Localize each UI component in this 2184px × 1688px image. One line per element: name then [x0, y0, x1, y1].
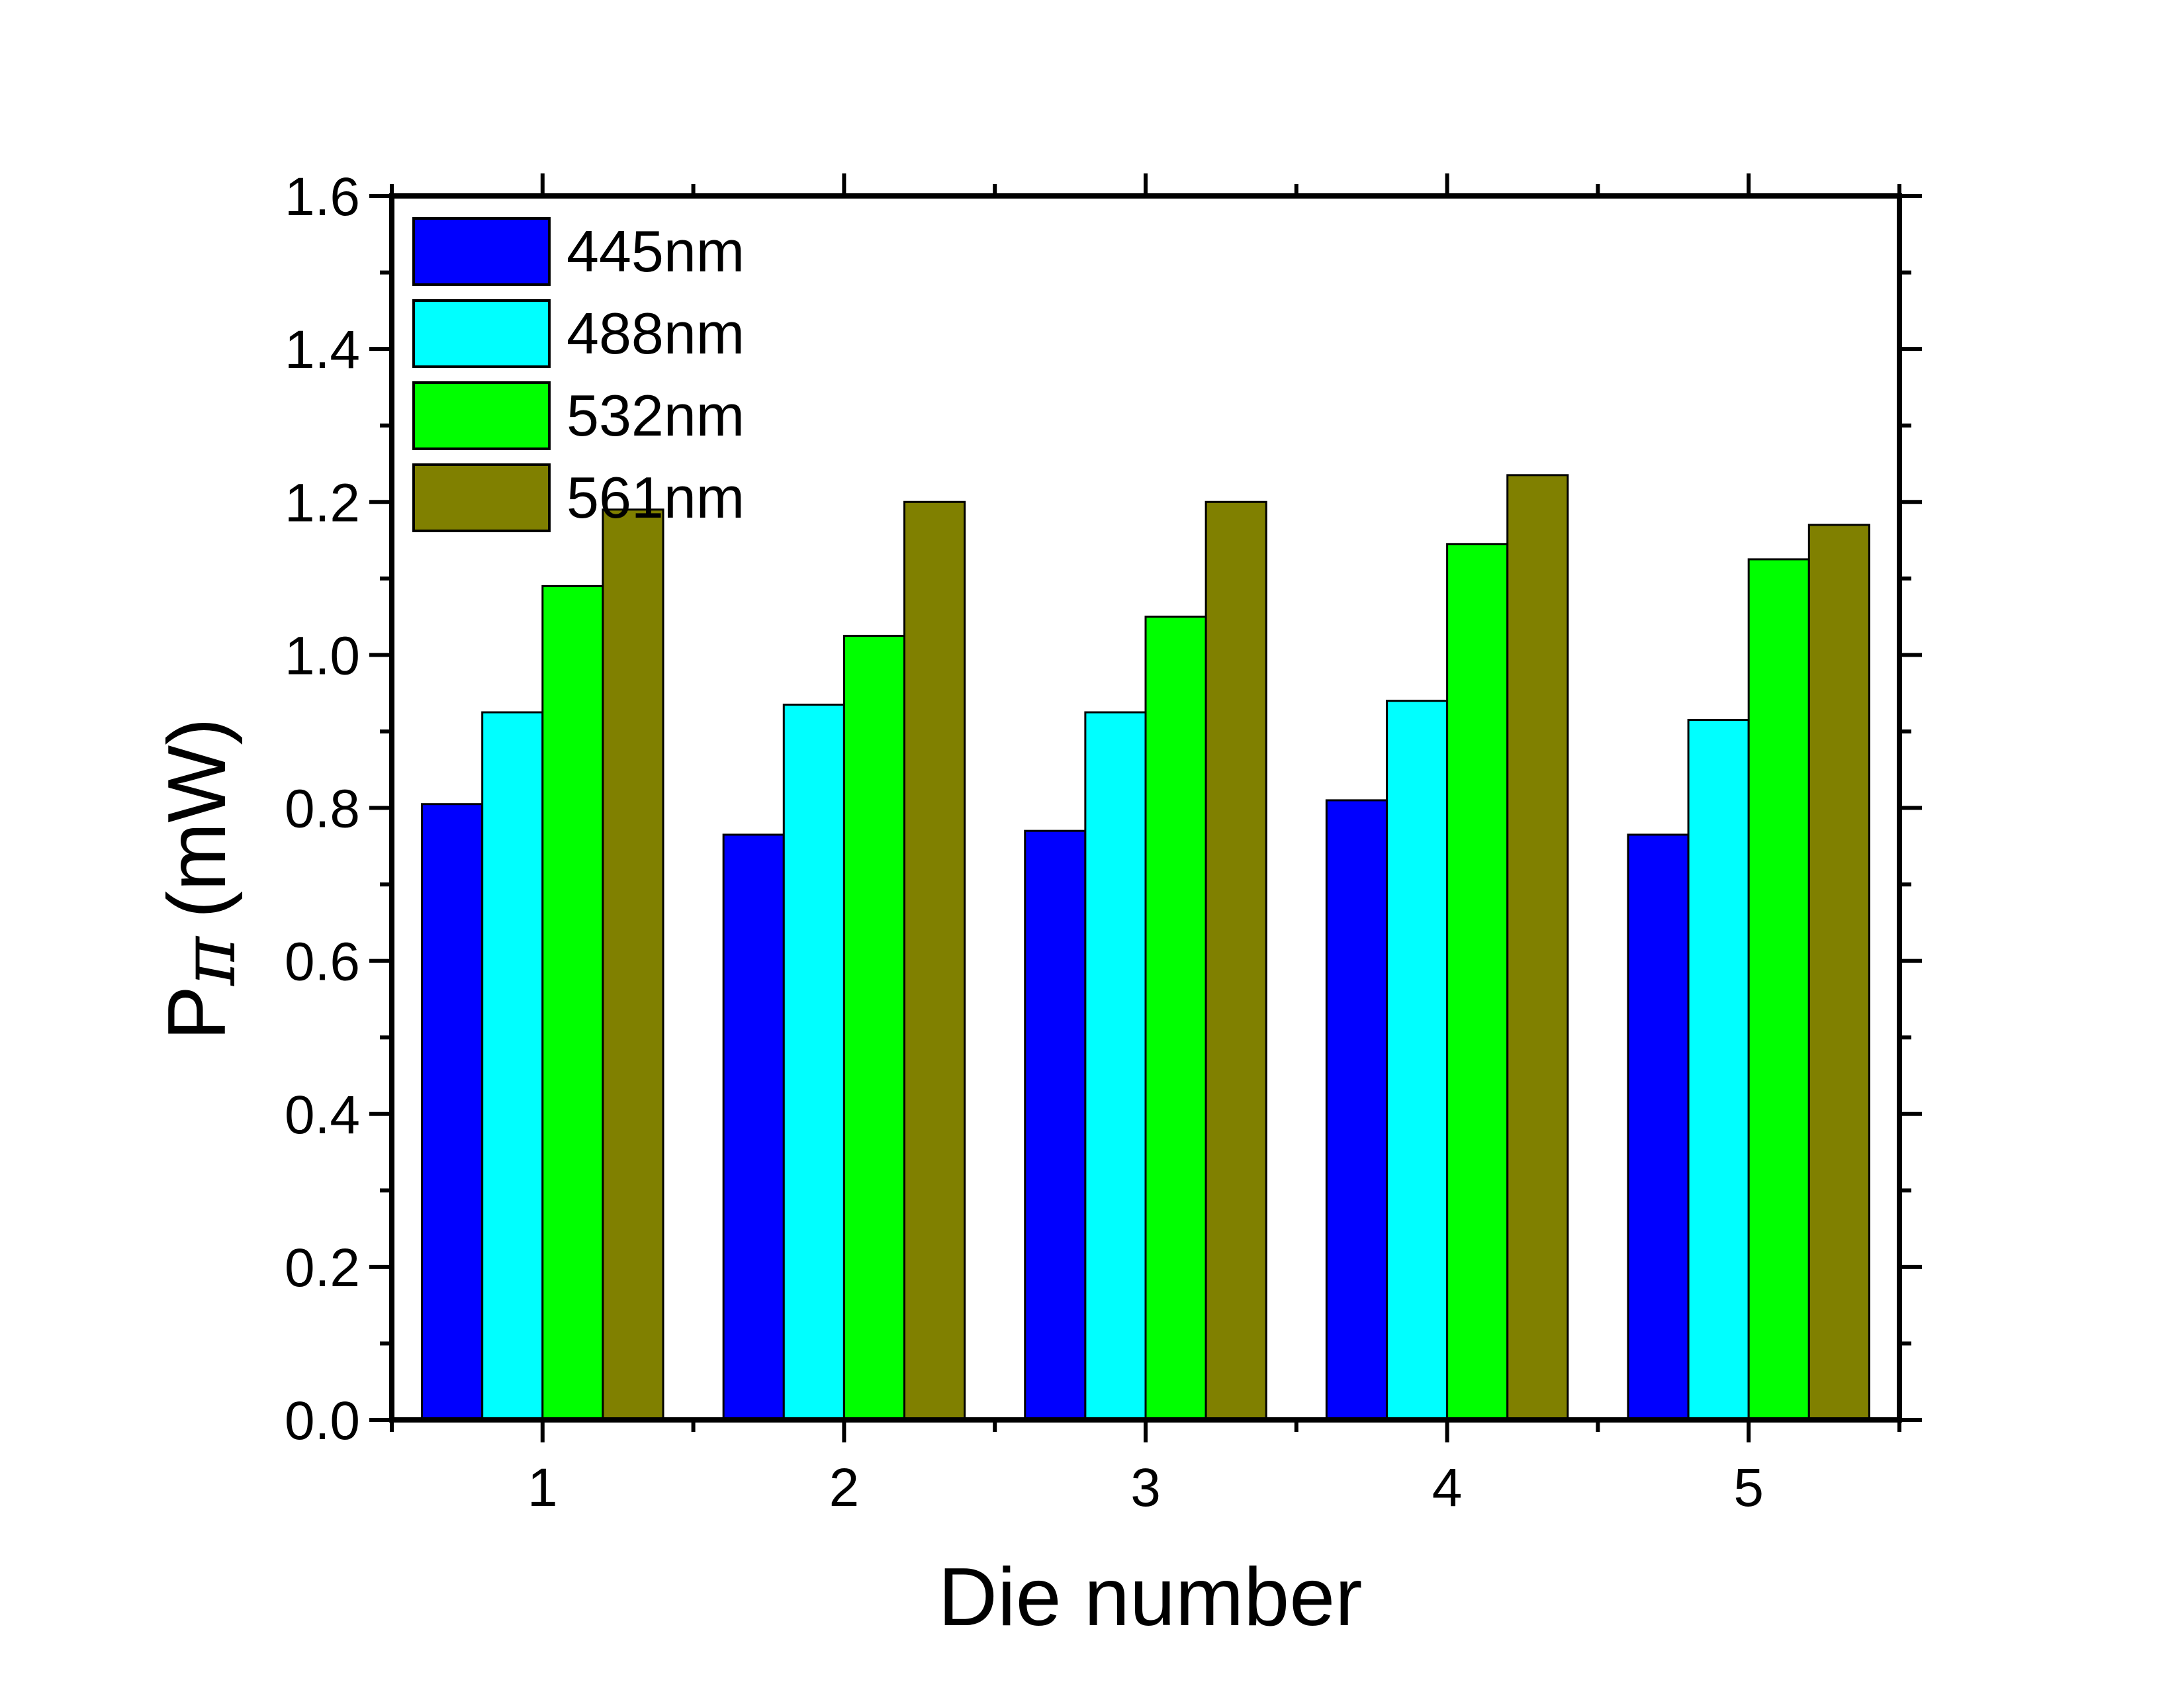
- bar-532nm-die-5: [1747, 558, 1810, 1421]
- legend-label: 561nm: [567, 465, 745, 530]
- bar-group: [421, 474, 1870, 1421]
- legend-label: 488nm: [567, 301, 745, 366]
- bar-445nm-die-3: [1024, 829, 1087, 1421]
- bar-561nm-die-1: [602, 508, 664, 1421]
- y-axis-label-unit: (mW): [152, 718, 243, 918]
- legend-swatch: [412, 381, 551, 450]
- y-tick-label: 0.8: [285, 779, 360, 839]
- y-tick-label: 1.4: [285, 320, 360, 380]
- bar-532nm-die-3: [1144, 616, 1207, 1421]
- y-tick-label: 0.6: [285, 932, 360, 992]
- y-tick-label: 0.0: [285, 1391, 360, 1451]
- bar-488nm-die-3: [1084, 711, 1147, 1421]
- bar-561nm-die-3: [1205, 500, 1267, 1421]
- plot-frame: [389, 193, 1902, 1423]
- bar-488nm-die-4: [1385, 700, 1449, 1421]
- bar-488nm-die-5: [1687, 719, 1750, 1421]
- legend-label: 445nm: [567, 218, 745, 284]
- y-tick-label: 0.4: [285, 1085, 360, 1145]
- x-tick-label: 2: [829, 1458, 860, 1518]
- x-tick-label: 4: [1432, 1458, 1463, 1518]
- x-tick-label: 5: [1733, 1458, 1764, 1518]
- y-axis-label-subscript: π: [166, 935, 252, 986]
- y-tick-labels: 0.0 0.2 0.4 0.6 0.8 1.0 1.2 1.4 1.6: [285, 167, 360, 1451]
- bar-445nm-die-1: [421, 803, 484, 1421]
- legend-swatch: [412, 299, 551, 368]
- bar-561nm-die-5: [1807, 524, 1870, 1421]
- x-tick-label: 1: [527, 1458, 558, 1518]
- legend-swatch: [412, 463, 551, 532]
- bar-445nm-die-4: [1325, 799, 1388, 1421]
- y-tick-label: 1.2: [285, 473, 360, 533]
- legend: 445nm 488nm 532nm 561nm: [412, 217, 745, 532]
- legend-swatch: [412, 217, 551, 286]
- x-tick-label: 3: [1130, 1458, 1161, 1518]
- y-tick-label: 1.6: [285, 167, 360, 227]
- y-tick-label: 1.0: [285, 626, 360, 686]
- bar-532nm-die-1: [541, 585, 604, 1421]
- x-tick-labels: 1 2 3 4 5: [527, 1458, 1764, 1518]
- y-axis-label: Pπ (mW): [152, 718, 252, 1040]
- y-axis-label-symbol: P: [152, 986, 243, 1041]
- bar-488nm-die-1: [481, 711, 544, 1421]
- x-axis-label: Die number: [938, 1552, 1363, 1643]
- legend-label: 532nm: [567, 383, 745, 448]
- y-tick-label: 0.2: [285, 1238, 360, 1298]
- bar-445nm-die-5: [1627, 833, 1690, 1421]
- bar-532nm-die-2: [842, 634, 906, 1421]
- bar-532nm-die-4: [1446, 543, 1509, 1421]
- bar-445nm-die-2: [722, 833, 785, 1421]
- bar-561nm-die-2: [903, 500, 966, 1421]
- bar-561nm-die-4: [1506, 474, 1569, 1421]
- bar-488nm-die-2: [782, 703, 845, 1421]
